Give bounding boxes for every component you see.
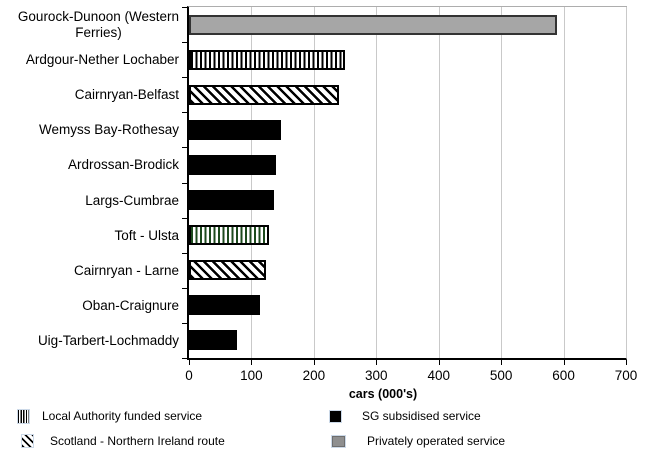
x-tick-label: 100	[240, 368, 263, 383]
x-tick-mark	[501, 360, 503, 365]
gridline-700	[626, 7, 627, 358]
x-tick-label: 600	[552, 368, 575, 383]
y-tick-mark	[182, 147, 187, 149]
y-tick-mark	[182, 358, 187, 359]
gridline-400	[438, 7, 440, 358]
category-label-text: Cairnryan - Larne	[73, 262, 179, 278]
gray-square-swatch-icon	[332, 435, 345, 447]
x-tick-mark	[313, 360, 315, 365]
category-label-text: Ardgour-Nether Lochaber	[25, 52, 179, 68]
diagonal-stripes-swatch-icon	[22, 435, 33, 447]
category-label-1: Ardgour-Nether Lochaber	[0, 42, 179, 77]
x-tick-label: 500	[489, 368, 513, 383]
x-tick-mark	[251, 360, 253, 365]
x-tick-label: 700	[614, 368, 638, 383]
category-label-text: Uig-Tarbert-Lochmaddy	[37, 332, 179, 348]
bar-5	[189, 190, 274, 211]
legend-item-sg-subsidised: SG subsidised service	[330, 409, 481, 423]
bar-0	[189, 14, 558, 35]
x-tick-label: 300	[365, 368, 388, 383]
category-label-text: Gourock-Dunoon (Western Ferries)	[17, 8, 179, 40]
category-label-text: Cairnryan-Belfast	[74, 87, 179, 103]
x-axis-title: cars (000's)	[348, 387, 418, 401]
legend-item-local-authority: Local Authority funded service	[18, 409, 202, 423]
x-tick-label: 400	[427, 368, 450, 383]
legend-item-privately-operated: Privately operated service	[332, 434, 505, 448]
gridline-300	[376, 7, 378, 358]
y-tick-mark	[182, 252, 187, 254]
y-tick-mark	[182, 287, 187, 289]
category-label-7: Cairnryan - Larne	[0, 253, 179, 288]
black-square-swatch-icon	[330, 410, 341, 422]
bar-6	[189, 225, 269, 246]
legend-label: Local Authority funded service	[42, 409, 203, 423]
bar-8	[189, 295, 261, 316]
bar-7	[189, 260, 266, 281]
category-label-2: Cairnryan-Belfast	[0, 77, 179, 112]
category-label-9: Uig-Tarbert-Lochmaddy	[0, 323, 179, 358]
x-tick-mark	[563, 360, 565, 365]
category-label-5: Largs-Cumbrae	[0, 183, 179, 218]
category-label-text: Wemyss Bay-Rothesay	[38, 122, 179, 138]
legend-label: SG subsidised service	[362, 409, 481, 423]
legend-item-ni-route: Scotland - Northern Ireland route	[22, 434, 225, 448]
legend-label: Privately operated service	[367, 434, 506, 448]
legend-label: Scotland - Northern Ireland route	[50, 434, 225, 448]
y-tick-mark	[182, 7, 187, 8]
bar-3	[189, 119, 282, 140]
category-label-text: Oban-Craignure	[82, 297, 179, 313]
x-tick-label: 200	[302, 368, 326, 383]
bar-4	[189, 154, 277, 175]
gridline-100	[251, 7, 253, 358]
category-label-3: Wemyss Bay-Rothesay	[0, 112, 179, 147]
y-tick-mark	[182, 77, 187, 79]
category-label-text: Ardrossan-Brodick	[67, 157, 179, 173]
x-tick-label: 0	[185, 368, 193, 383]
plot-area: cars (000's) 0 100 200 300 400 500 600 700	[182, 6, 637, 401]
y-tick-mark	[182, 182, 187, 184]
category-label-text: Toft - Ulsta	[114, 227, 179, 243]
bar-2	[189, 84, 339, 105]
category-label-8: Oban-Craignure	[0, 288, 179, 323]
gridline-600	[563, 7, 565, 358]
y-tick-mark	[182, 322, 187, 324]
gridline-200	[313, 7, 315, 358]
x-tick-mark	[626, 360, 627, 365]
y-tick-mark	[182, 112, 187, 114]
gridline-500	[501, 7, 503, 358]
bar-1	[189, 49, 346, 70]
x-tick-mark	[438, 360, 440, 365]
x-tick-mark	[376, 360, 378, 365]
vertical-stripes-swatch-icon	[18, 409, 29, 423]
y-tick-mark	[182, 42, 187, 44]
category-label-4: Ardrossan-Brodick	[0, 147, 179, 182]
bar-9	[189, 330, 238, 351]
x-tick-mark	[189, 360, 190, 365]
category-label-text: Largs-Cumbrae	[85, 192, 179, 208]
category-label-6: Toft - Ulsta	[0, 218, 179, 253]
y-tick-mark	[182, 217, 187, 219]
category-label-0: Gourock-Dunoon (Western Ferries)	[0, 7, 179, 42]
